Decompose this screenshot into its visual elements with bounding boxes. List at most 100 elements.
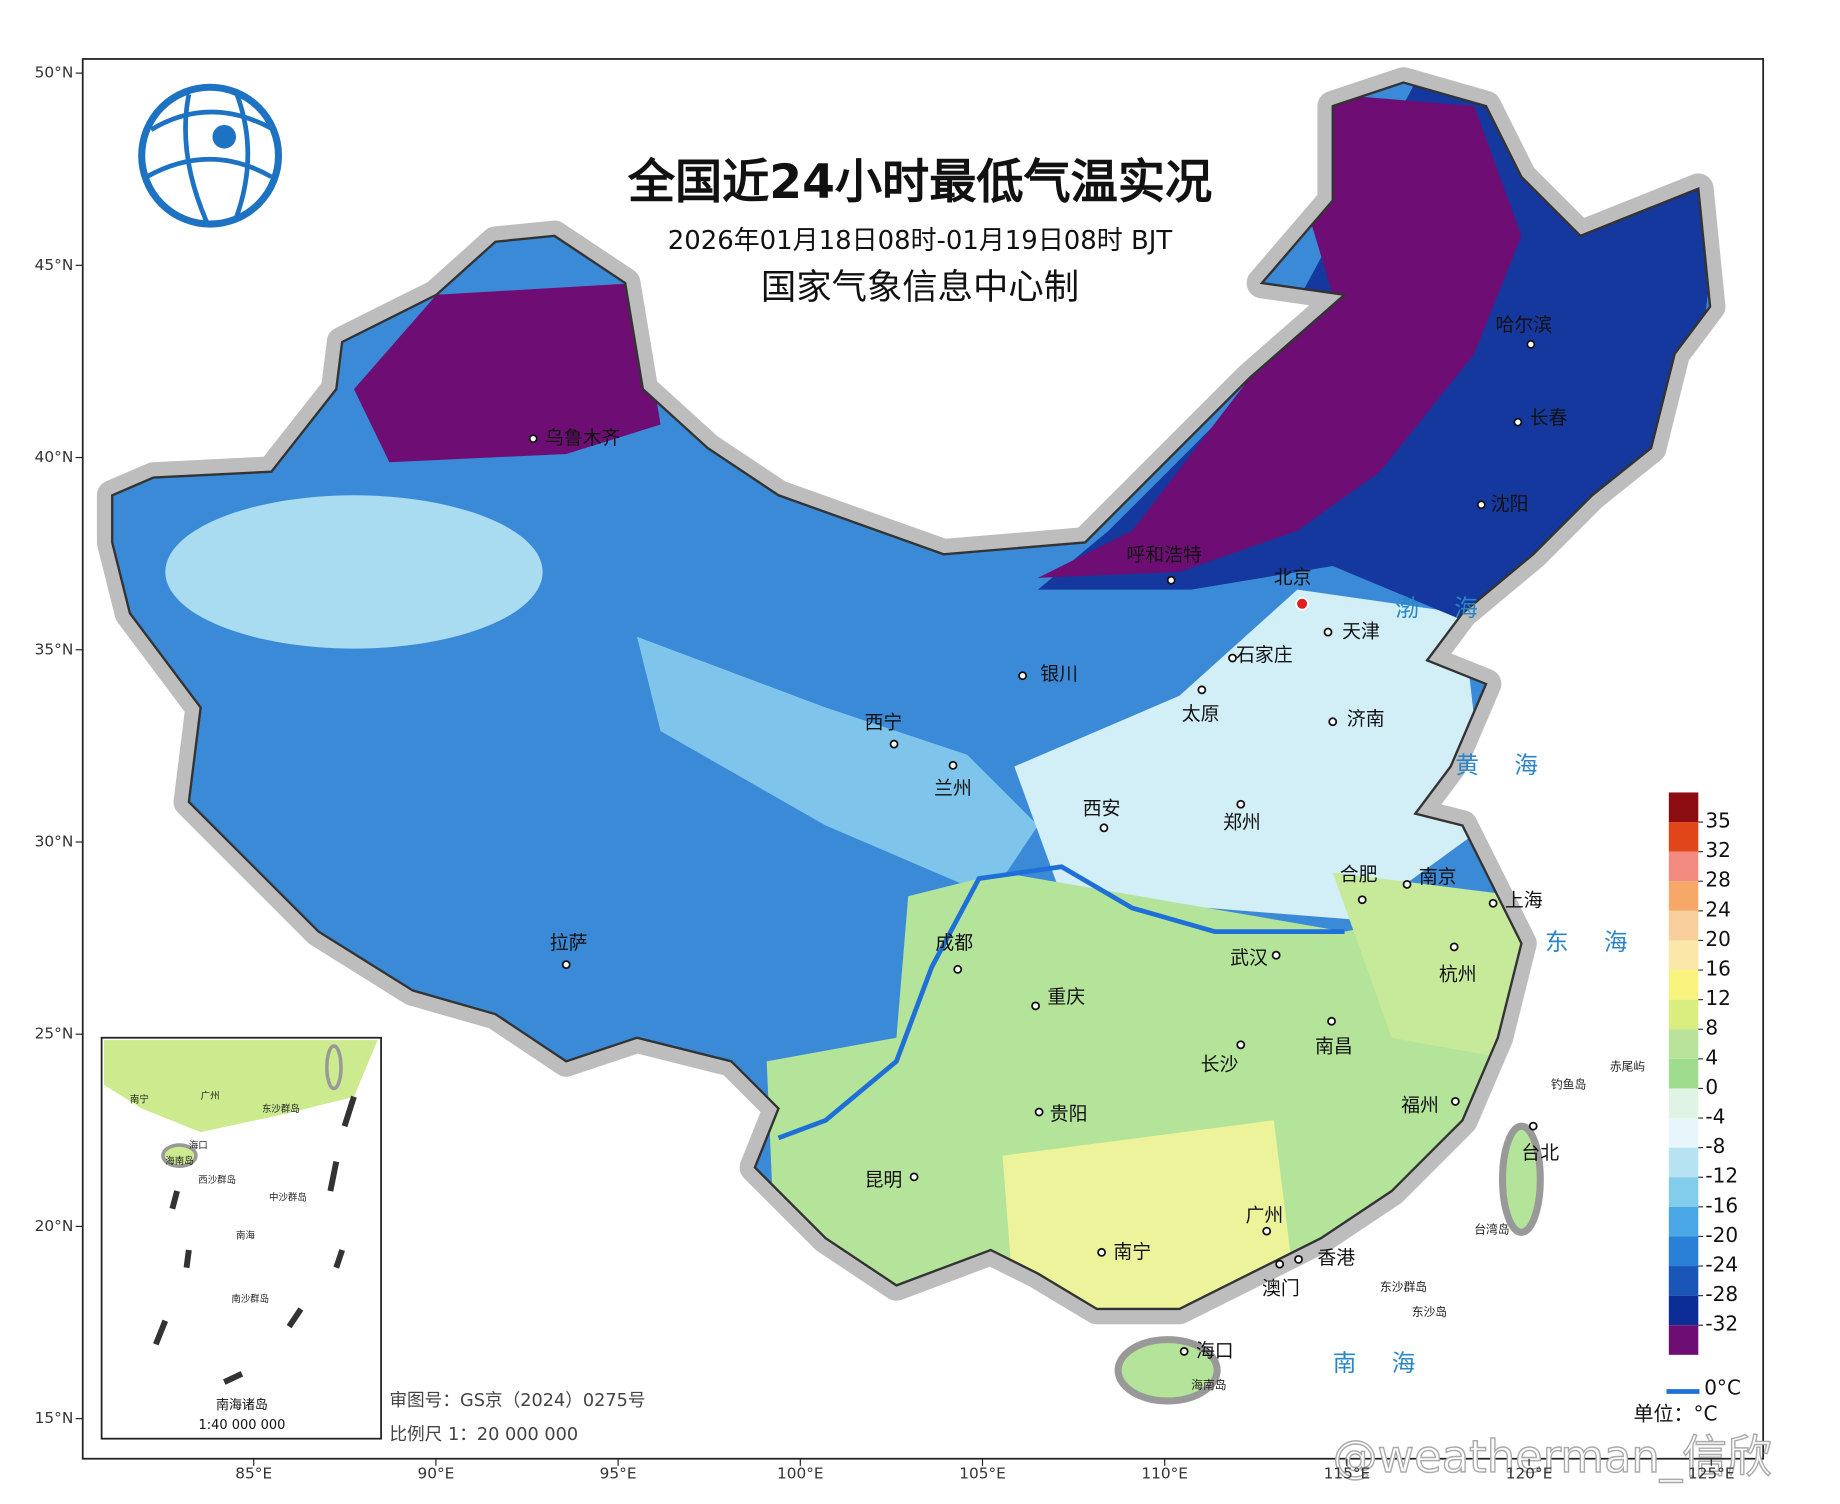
city-marker [1018,671,1028,681]
taiwan-island [1499,1122,1544,1236]
city-label: 武汉 [1230,947,1268,969]
city-label: 哈尔滨 [1495,314,1552,336]
inset-label: 南沙群岛 [231,1293,269,1305]
city-label: 太原 [1182,703,1220,725]
city-label: 成都 [935,932,973,954]
legend-swatch [1668,792,1699,823]
legend-swatch [1668,1236,1699,1267]
legend-swatch [1668,1266,1699,1296]
title: 全国近24小时最低气温实况 [627,155,1212,210]
legend-label: -28 [1705,1282,1738,1306]
place-label: 东沙群岛 [1380,1280,1427,1294]
city-label: 天津 [1342,621,1380,643]
legend-swatch [1668,970,1699,1000]
city-label: 澳门 [1262,1277,1300,1299]
city-label: 杭州 [1439,964,1477,986]
city-marker [528,434,538,444]
city-label: 拉萨 [550,932,588,954]
city-marker [1275,1259,1285,1269]
city-label: 沈阳 [1491,493,1529,515]
inset-label: 海南岛 [165,1155,193,1167]
lat-tick-label: 15°N [35,1409,74,1427]
legend-swatch [1668,1295,1699,1326]
city-label: 西宁 [865,711,903,733]
city-label: 呼和浩特 [1126,544,1202,566]
legend-swatch [1668,940,1699,971]
city-label: 香港 [1317,1247,1355,1269]
city-marker [1031,1001,1040,1011]
city-marker [1236,799,1246,809]
city-marker [1097,1247,1107,1257]
capital-marker [1295,596,1309,611]
legend-label: -16 [1705,1193,1738,1217]
city-marker [1228,653,1237,663]
lon-tick-label: 90°E [417,1465,454,1483]
city-label: 乌鲁木齐 [545,427,621,449]
lat-tick-label: 25°N [35,1025,74,1043]
zero-line-label: 0°C [1704,1376,1741,1400]
lat-tick-label: 20°N [35,1217,74,1235]
city-marker [1034,1107,1044,1117]
lon-tick-label: 125°E [1688,1465,1735,1483]
legend-swatch [1668,1058,1699,1089]
city-label: 南京 [1419,866,1457,888]
city-marker [1294,1255,1303,1264]
legend-swatch [1668,1206,1699,1237]
approval-number: 审图号：GS京（2024）0275号 [389,1390,645,1411]
city-marker [948,760,958,770]
city-label: 长沙 [1201,1053,1239,1075]
city-marker [1449,942,1459,952]
city-marker [1262,1226,1272,1236]
legend-label: 0 [1705,1075,1718,1099]
legend-swatch [1668,851,1699,882]
sea-label: 南海 [1333,1349,1451,1377]
city-label: 西安 [1083,797,1121,819]
city-marker [1323,627,1333,637]
hainan-island [1114,1336,1221,1405]
watermark: @weatherman_信欣 [1333,1430,1772,1483]
legend-label: 12 [1705,986,1731,1010]
city-marker [1402,880,1412,889]
legend-label: -8 [1705,1134,1725,1158]
city-label: 贵阳 [1050,1103,1088,1125]
city-marker [561,960,571,970]
lon-tick-label: 120°E [1506,1465,1553,1483]
legend-label: -20 [1705,1223,1738,1247]
lon-tick-label: 95°E [600,1465,637,1483]
city-marker [1271,950,1281,960]
inset-label: 西沙群岛 [198,1174,236,1186]
legend-label: 24 [1705,897,1731,921]
legend-swatch [1668,1118,1699,1148]
subtitle: 2026年01月18日08时-01月19日08时 BJT [668,226,1173,256]
legend-swatch [1668,1325,1699,1355]
legend-label: 8 [1705,1016,1718,1040]
legend-swatch [1668,1177,1699,1207]
lat-tick-label: 45°N [35,256,74,274]
legend-label: -12 [1705,1164,1738,1188]
city-marker [953,964,963,974]
lat-tick-label: 35°N [35,640,74,658]
legend-swatch [1668,1029,1699,1059]
sea-label: 东海 [1545,928,1663,956]
city-marker [1327,1016,1336,1026]
inset-title: 南海诸岛 [216,1397,268,1413]
city-label: 北京 [1274,566,1312,588]
legend-swatch [1668,822,1699,852]
legend-label: 4 [1705,1045,1718,1069]
city-label: 台北 [1521,1142,1559,1164]
sea-label: 渤海 [1395,594,1513,622]
lon-tick-label: 100°E [777,1465,824,1483]
city-marker [909,1172,919,1182]
city-marker [1476,500,1486,510]
city-label: 银川 [1040,663,1078,685]
inset-label: 海口 [189,1140,208,1152]
lat-tick-label: 40°N [35,448,74,466]
legend-label: 28 [1705,868,1731,892]
place-label: 赤尾屿 [1610,1060,1646,1074]
city-marker [1099,823,1109,833]
inset [100,1036,382,1440]
logo [138,83,283,228]
legend-label: 16 [1705,957,1731,981]
city-label: 兰州 [934,777,972,799]
